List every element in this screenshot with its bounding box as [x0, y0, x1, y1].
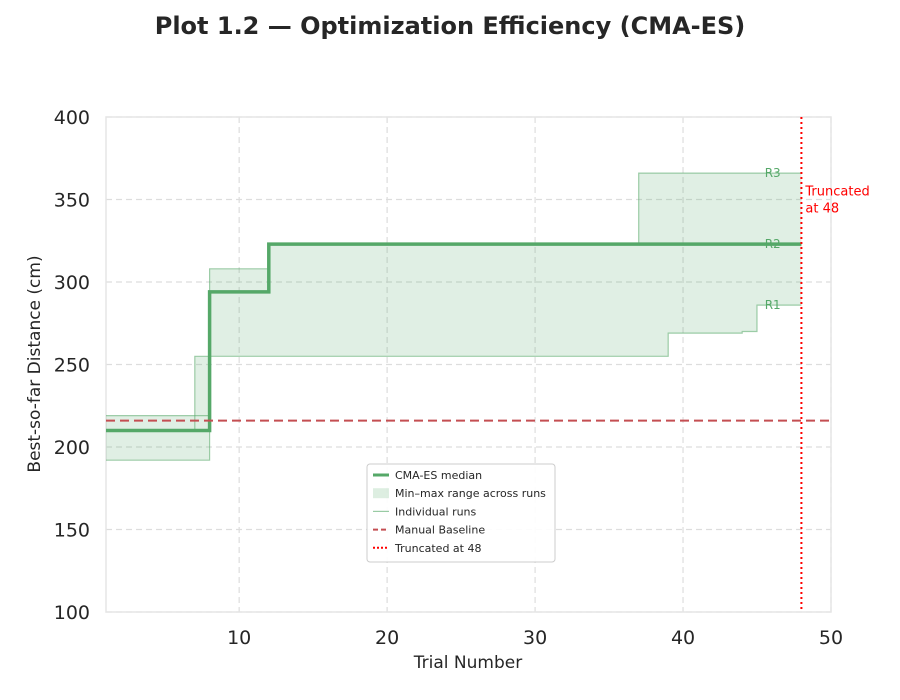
y-tick-label: 250: [54, 355, 90, 377]
legend-label-median: CMA-ES median: [395, 469, 482, 482]
y-axis-label: Best-so-far Distance (cm): [25, 255, 45, 472]
median-line: [106, 242, 802, 433]
truncation-annotation-line2: at 48: [805, 201, 839, 216]
legend-label-runs: Individual runs: [395, 505, 477, 518]
legend-label-band: Min–max range across runs: [395, 487, 546, 500]
x-tick-label: 20: [375, 627, 399, 649]
legend-label-truncation: Truncated at 48: [394, 542, 481, 555]
plot-frame: [105, 116, 832, 613]
legend-swatch-band: [373, 488, 389, 499]
x-tick-label: 50: [819, 627, 843, 649]
run-label-r3: R3: [765, 166, 781, 180]
legend-box: [366, 463, 556, 563]
y-tick-label: 150: [54, 520, 90, 542]
legend-label-baseline: Manual Baseline: [395, 524, 485, 537]
x-tick-label: 30: [523, 627, 547, 649]
y-tick-label: 400: [54, 107, 90, 129]
y-tick-label: 300: [54, 272, 90, 294]
x-tick-label: 40: [671, 627, 695, 649]
run-label-r1: R1: [765, 298, 781, 312]
y-tick-label: 350: [54, 190, 90, 212]
chart-title: Plot 1.2 — Optimization Efficiency (CMA-…: [155, 12, 746, 40]
truncation-annotation-line1: Truncated: [804, 184, 869, 199]
x-axis-label: Trial Number: [413, 653, 522, 673]
legend: CMA-ES median Min–max range across runs In…: [366, 463, 556, 563]
y-tick-label: 200: [54, 437, 90, 459]
x-tick-label: 10: [227, 627, 251, 649]
y-tick-label: 100: [54, 602, 90, 624]
